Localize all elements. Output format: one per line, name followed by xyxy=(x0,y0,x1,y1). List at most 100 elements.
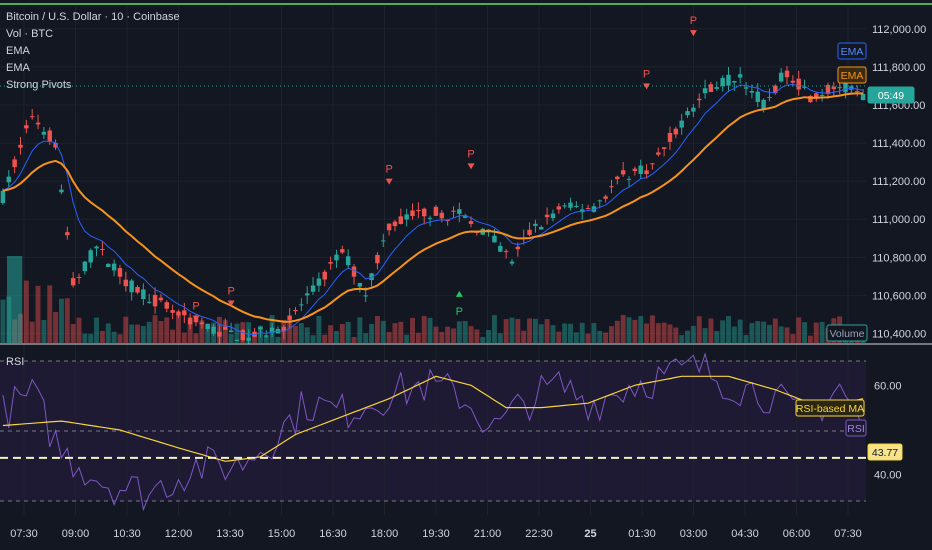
volume-bar xyxy=(562,323,568,343)
volume-bar xyxy=(661,322,667,343)
volume-bar xyxy=(761,321,767,343)
time-tick-label: 01:30 xyxy=(628,528,656,540)
time-tick-label: 03:00 xyxy=(680,528,708,540)
candle-body xyxy=(228,330,234,333)
candle-body xyxy=(94,246,99,249)
pivot-high-marker xyxy=(192,315,200,322)
rsi-tick-label: 60.00 xyxy=(874,380,902,392)
legend-ema-1[interactable]: EMA xyxy=(6,45,30,57)
volume-bar xyxy=(720,320,726,343)
volume-bar xyxy=(573,332,579,343)
candle-body xyxy=(24,125,29,129)
pivot-high-marker xyxy=(689,30,697,37)
volume-bar xyxy=(568,323,573,343)
legend-volume[interactable]: Vol · BTC xyxy=(6,28,54,40)
legend-ema-2[interactable]: EMA xyxy=(6,62,30,74)
volume-bar xyxy=(345,321,351,343)
volume-bar xyxy=(316,315,322,343)
volume-bar xyxy=(673,327,679,343)
pivot-low-label: P xyxy=(456,306,463,318)
volume-bar xyxy=(29,321,35,343)
volume-bar xyxy=(82,333,88,343)
volume-bar xyxy=(293,326,298,343)
candle-body xyxy=(258,327,263,330)
volume-bar xyxy=(333,331,339,343)
time-tick-label: 13:30 xyxy=(216,528,244,540)
legend-symbol[interactable]: Bitcoin / U.S. Dollar · 10 · Coinbase xyxy=(6,11,180,23)
candle-body xyxy=(47,130,52,142)
candle-body xyxy=(714,87,720,89)
volume-bar xyxy=(544,319,550,343)
volume-bar xyxy=(807,335,813,343)
rsi-ma-tag-box xyxy=(795,399,865,417)
volume-bar xyxy=(111,331,117,343)
time-tick-label: 07:30 xyxy=(10,528,38,540)
pivot-high-marker xyxy=(385,178,393,185)
volume-bar xyxy=(252,331,257,343)
volume-bar xyxy=(778,326,784,343)
candle-body xyxy=(509,261,515,264)
volume-bar xyxy=(369,323,375,343)
volume-bar xyxy=(170,329,176,343)
candle-body xyxy=(76,276,82,278)
volume-bar xyxy=(415,332,421,343)
volume-bar xyxy=(70,324,76,343)
volume-bar xyxy=(99,330,105,343)
volume-bar xyxy=(263,335,269,343)
candle-body xyxy=(217,331,222,337)
volume-bar xyxy=(451,328,456,343)
pivot-low-marker xyxy=(455,290,463,297)
rsi-tag-box xyxy=(845,419,867,437)
volume-bar xyxy=(339,324,345,343)
volume-bar xyxy=(690,325,696,343)
time-tick-label: 21:00 xyxy=(474,528,502,540)
candle-body xyxy=(322,271,327,280)
legend-strong-pivots[interactable]: Strong Pivots xyxy=(6,79,72,91)
candle-body xyxy=(574,206,579,208)
price-tick-label: 110,600.00 xyxy=(872,290,926,302)
ema-fast-line xyxy=(2,83,864,336)
candle-body xyxy=(667,132,673,142)
candle-body xyxy=(603,196,608,199)
volume-bar xyxy=(105,323,111,343)
candle-body xyxy=(117,268,123,277)
candle-body xyxy=(679,120,684,128)
volume-bar xyxy=(755,321,761,343)
time-tick-label: 22:30 xyxy=(525,528,553,540)
volume-bar xyxy=(181,332,187,343)
pivot-high-label: P xyxy=(192,301,199,313)
volume-bar xyxy=(609,326,614,343)
candle-body xyxy=(211,326,216,334)
time-tick-label: 10:30 xyxy=(113,528,141,540)
candle-body xyxy=(597,200,602,202)
volume-bar xyxy=(64,298,70,343)
volume-bar xyxy=(433,326,439,343)
volume-bar xyxy=(152,315,158,343)
candle-body xyxy=(0,190,6,204)
candle-body xyxy=(328,262,333,264)
countdown-tag-text: 05:49 xyxy=(878,90,904,102)
candle-body xyxy=(568,202,573,208)
volume-bar xyxy=(527,318,533,343)
volume-bar xyxy=(737,319,743,343)
price-tick-label: 112,000.00 xyxy=(872,24,926,36)
pivot-high-label: P xyxy=(643,68,650,80)
candle-body xyxy=(351,266,357,277)
countdown-tag-box xyxy=(867,86,915,104)
volume-bar xyxy=(135,324,140,343)
candle-body xyxy=(381,240,386,242)
volume-bar xyxy=(88,333,94,343)
volume-bar xyxy=(491,315,497,343)
candles xyxy=(0,65,866,345)
volume-bar xyxy=(790,334,796,343)
time-tick-label: 04:30 xyxy=(731,528,759,540)
volume-bar xyxy=(410,317,415,343)
volume-bar xyxy=(380,320,386,343)
pivot-high-label: P xyxy=(227,285,234,297)
ema-slow-tag-box xyxy=(837,66,867,84)
rsi-pane-title[interactable]: RSI xyxy=(6,356,25,368)
candle-body xyxy=(65,232,70,236)
candle-body xyxy=(427,217,433,219)
rsi-value-tag: 43.77 xyxy=(867,443,903,461)
